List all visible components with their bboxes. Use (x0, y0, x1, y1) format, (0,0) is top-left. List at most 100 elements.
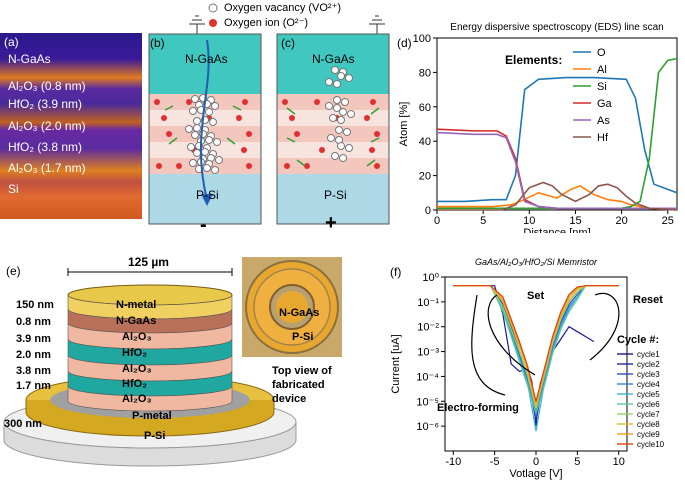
annotation-set: Set (527, 290, 544, 302)
ion-motion-arrow (370, 107, 380, 115)
chart-title: Energy dispersive spectroscopy (EDS) lin… (450, 22, 663, 33)
oxygen-vacancy (189, 107, 197, 115)
substrate-label: P-Si (144, 430, 166, 442)
x-axis-label: Distance [nm] (523, 227, 590, 233)
oxygen-ion (304, 163, 310, 169)
p-metal-thickness-label: 300 nm (4, 418, 42, 430)
oxygen-vacancy (193, 149, 201, 157)
oxygen-ion (282, 99, 288, 105)
topview-caption: fabricated (272, 379, 325, 391)
thickness-label: 0.8 nm (16, 316, 51, 328)
oxide-layer (277, 158, 389, 174)
oxygen-vacancy (345, 144, 353, 152)
tem-layer-label: Si (8, 182, 19, 196)
y-tick-label: 60 (419, 102, 431, 114)
panel-b-bottom-label: P-Si (196, 188, 219, 202)
topview-inner-label: N-GaAs (279, 307, 320, 319)
tem-layer-label: Al₂O₃ (2.0 nm) (8, 119, 86, 133)
n-gaas-layer (149, 34, 261, 94)
panel-b-label: (b) (150, 36, 165, 50)
stack-layer-label: N-GaAs (116, 315, 157, 327)
device-stack-drawing (3, 257, 342, 467)
oxygen-legend (208, 3, 218, 27)
panels-b-c-schematic (148, 15, 390, 225)
ion-motion-arrow (286, 107, 296, 115)
oxygen-ion (364, 115, 370, 121)
vacancy-legend-text: Oxygen vacancy (VO²⁺) (224, 2, 342, 14)
thickness-label: 1.7 nm (16, 380, 51, 392)
legend-label-cycle8: cycle8 (637, 420, 660, 429)
legend-label-Al: Al (597, 64, 607, 76)
y-tick-label: 80 (419, 67, 431, 79)
series-line-cycle7 (453, 285, 619, 409)
annotation-electro-forming: Electro-forming (437, 402, 519, 414)
stack-layer-label: Al₂O₃ (122, 393, 152, 405)
oxygen-vacancy (211, 102, 219, 110)
panel-c-sign: + (325, 212, 337, 234)
series-line-As (436, 131, 677, 210)
plot-frame (436, 37, 678, 211)
oxygen-vacancy (193, 124, 201, 132)
oxygen-vacancy (341, 98, 349, 106)
panel-c-bottom-label: P-Si (324, 188, 347, 202)
y-tick-label: 0 (425, 205, 431, 217)
legend-label-cycle2: cycle2 (637, 360, 660, 369)
legend-title: Cycle #: (617, 334, 659, 346)
x-tick-label: 5 (574, 456, 580, 468)
series-line-cycle8 (453, 285, 619, 407)
oxygen-ion (186, 99, 192, 105)
y-tick-label: 10⁰ (422, 272, 439, 284)
oxide-layer (277, 126, 389, 142)
x-tick-label: 10 (613, 456, 625, 468)
oxygen-vacancy (189, 159, 197, 167)
p-metal-label: P-metal (132, 410, 172, 422)
oxygen-vacancy (205, 136, 213, 144)
tem-layer-label: HfO₂ (3.8 nm) (8, 140, 83, 154)
series-line-cycle9 (453, 285, 619, 404)
oxygen-ion (154, 99, 160, 105)
oxygen-vacancy (331, 66, 339, 74)
topview-inner-pad (276, 291, 308, 323)
legend-title: Elements: (505, 53, 562, 67)
tem-layer-label: Al₂O₃ (0.8 nm) (8, 79, 86, 93)
legend-label-cycle7: cycle7 (637, 410, 660, 419)
legend-label-cycle1: cycle1 (637, 350, 660, 359)
oxygen-vacancy (185, 125, 193, 133)
legend-label-O: O (597, 47, 606, 59)
series-line-Hf (437, 181, 678, 211)
iv-chart: GaAs/Al₂O₃/HfO₂/Si Memristor -10 -5 0 5 10 10⁻… (390, 257, 665, 480)
current-arrow-head (201, 194, 213, 206)
p-si-layer (277, 174, 389, 224)
legend-label-cycle10: cycle10 (637, 440, 665, 449)
oxygen-ion (161, 115, 167, 121)
vacancy-legend-marker (208, 3, 218, 13)
stack-layer-label: N-metal (116, 299, 157, 311)
y-tick-label: 100 (413, 33, 431, 45)
legend-label-cycle3: cycle3 (637, 370, 660, 379)
chart-title: GaAs/Al₂O₃/HfO₂/Si Memristor (475, 257, 598, 267)
oxygen-vacancy (343, 128, 351, 136)
x-tick-label: 5 (480, 215, 486, 227)
panel-a-tem-image: (a) N-GaAs Al₂O₃ (0.8 nm) HfO₂ (3.9 nm) … (0, 33, 142, 219)
panel-f-label: (f) (390, 265, 402, 279)
oxygen-vacancy (209, 118, 217, 126)
y-tick-label: 10⁻² (417, 322, 439, 334)
oxygen-ion (246, 163, 252, 169)
oxygen-vacancy (333, 96, 341, 104)
oxygen-vacancy (213, 138, 221, 146)
oxygen-ion (241, 147, 247, 153)
oxygen-ion (319, 147, 325, 153)
oxygen-ion (176, 163, 182, 169)
legend-label-Si: Si (597, 81, 607, 93)
series-line-cycle3 (453, 285, 619, 417)
topview-caption: device (272, 393, 307, 405)
oxygen-ion (374, 131, 380, 137)
al2o3-layer (67, 385, 233, 412)
oxide-layer (277, 94, 389, 110)
oxygen-vacancy (203, 164, 211, 172)
legend-label-cycle4: cycle4 (637, 380, 660, 389)
stack-layer-label: Al₂O₃ (122, 363, 152, 375)
panel-b-top-label: N-GaAs (185, 52, 228, 66)
topview-outer-label: P-Si (292, 331, 314, 343)
x-tick-label: -5 (490, 456, 500, 468)
